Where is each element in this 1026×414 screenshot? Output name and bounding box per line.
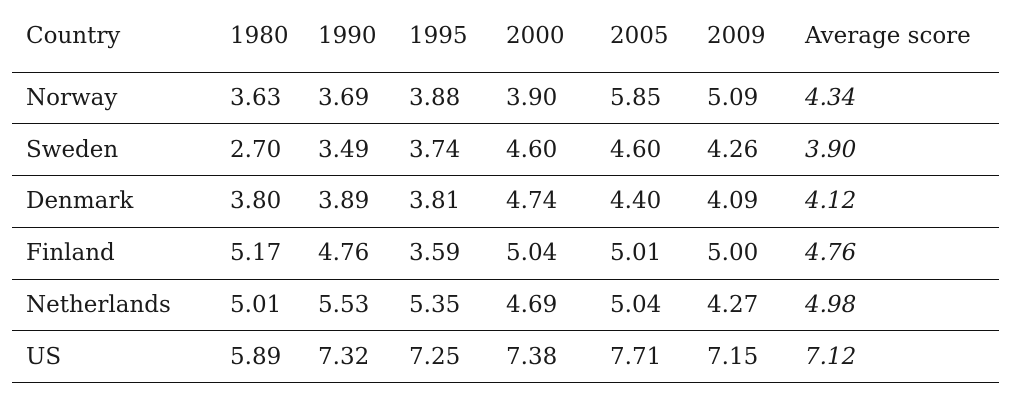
score-1980: 3.63: [230, 71, 318, 124]
column-header-1990: 1990: [318, 22, 377, 49]
country-name: US: [12, 330, 230, 384]
average-score: 4.98: [805, 278, 999, 331]
score-1990: 3.49: [318, 123, 409, 176]
score-2005: 4.60: [610, 123, 707, 176]
data-table-container: Country 1980 1990 1995 2000 2005 2009 Av…: [12, 0, 999, 384]
score-2009: 4.27: [707, 278, 805, 331]
score-1995: 5.35: [409, 278, 506, 331]
average-score: 4.12: [805, 175, 999, 228]
average-score: 3.90: [805, 123, 999, 176]
score-1995: 7.25: [409, 330, 506, 384]
score-2009: 4.26: [707, 123, 805, 176]
score-2005: 5.04: [610, 278, 707, 331]
country-name: Norway: [12, 71, 230, 124]
column-header-2000: 2000: [506, 22, 565, 49]
table-row: US 5.89 7.32 7.25 7.38 7.71 7.15 7.12: [12, 330, 999, 384]
score-2005: 5.01: [610, 226, 707, 280]
column-header-1995: 1995: [409, 22, 468, 49]
score-2000: 5.04: [506, 226, 610, 280]
score-2005: 4.40: [610, 175, 707, 228]
score-1990: 5.53: [318, 278, 409, 331]
score-1990: 7.32: [318, 330, 409, 384]
country-name: Sweden: [12, 123, 230, 176]
score-2000: 7.38: [506, 330, 610, 384]
score-2009: 5.00: [707, 226, 805, 280]
score-2005: 7.71: [610, 330, 707, 384]
score-1980: 3.80: [230, 175, 318, 228]
score-2009: 5.09: [707, 71, 805, 124]
score-2000: 4.60: [506, 123, 610, 176]
average-score: 7.12: [805, 330, 999, 384]
table-header-row: Country 1980 1990 1995 2000 2005 2009 Av…: [12, 0, 999, 72]
score-1990: 4.76: [318, 226, 409, 280]
score-2005: 5.85: [610, 71, 707, 124]
table-row: Finland 5.17 4.76 3.59 5.04 5.01 5.00 4.…: [12, 226, 999, 280]
country-name: Denmark: [12, 175, 230, 228]
score-1980: 5.89: [230, 330, 318, 384]
score-2000: 3.90: [506, 71, 610, 124]
score-1990: 3.89: [318, 175, 409, 228]
score-1990: 3.69: [318, 71, 409, 124]
country-name: Netherlands: [12, 278, 230, 331]
score-1995: 3.81: [409, 175, 506, 228]
score-2009: 7.15: [707, 330, 805, 384]
average-score: 4.34: [805, 71, 999, 124]
column-header-2009: 2009: [707, 22, 766, 49]
table-row: Norway 3.63 3.69 3.88 3.90 5.85 5.09 4.3…: [12, 71, 999, 124]
table-row: Sweden 2.70 3.49 3.74 4.60 4.60 4.26 3.9…: [12, 123, 999, 176]
score-1980: 2.70: [230, 123, 318, 176]
score-1980: 5.17: [230, 226, 318, 280]
country-name: Finland: [12, 226, 230, 280]
average-score: 4.76: [805, 226, 999, 280]
score-1980: 5.01: [230, 278, 318, 331]
column-header-country: Country: [26, 22, 121, 49]
column-header-2005: 2005: [610, 22, 669, 49]
column-header-average-score: Average score: [805, 22, 971, 49]
column-header-1980: 1980: [230, 22, 289, 49]
score-2000: 4.74: [506, 175, 610, 228]
score-1995: 3.59: [409, 226, 506, 280]
table-row: Netherlands 5.01 5.53 5.35 4.69 5.04 4.2…: [12, 278, 999, 331]
score-1995: 3.74: [409, 123, 506, 176]
score-2009: 4.09: [707, 175, 805, 228]
table-row: Denmark 3.80 3.89 3.81 4.74 4.40 4.09 4.…: [12, 175, 999, 228]
country-scores-table: Country 1980 1990 1995 2000 2005 2009 Av…: [12, 0, 999, 384]
score-1995: 3.88: [409, 71, 506, 124]
score-2000: 4.69: [506, 278, 610, 331]
